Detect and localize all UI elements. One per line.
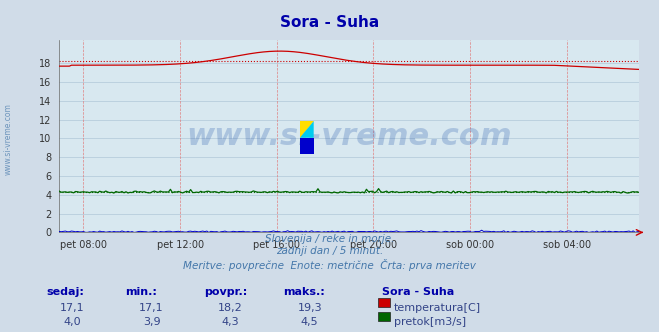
Text: 4,3: 4,3: [222, 317, 239, 327]
Text: temperatura[C]: temperatura[C]: [394, 303, 481, 313]
Bar: [378, 312, 390, 321]
Text: maks.:: maks.:: [283, 287, 325, 297]
Text: Sora - Suha: Sora - Suha: [280, 15, 379, 30]
Text: 17,1: 17,1: [139, 303, 164, 313]
Polygon shape: [300, 138, 314, 154]
Polygon shape: [300, 121, 314, 138]
Text: www.si-vreme.com: www.si-vreme.com: [3, 104, 13, 175]
Text: Meritve: povprečne  Enote: metrične  Črta: prva meritev: Meritve: povprečne Enote: metrične Črta:…: [183, 259, 476, 271]
Text: 17,1: 17,1: [60, 303, 85, 313]
Text: 18,2: 18,2: [218, 303, 243, 313]
Text: Slovenija / reke in morje.: Slovenija / reke in morje.: [265, 234, 394, 244]
Text: 4,5: 4,5: [301, 317, 318, 327]
Text: 4,0: 4,0: [64, 317, 81, 327]
Text: min.:: min.:: [125, 287, 157, 297]
Text: Sora - Suha: Sora - Suha: [382, 287, 455, 297]
Text: zadnji dan / 5 minut.: zadnji dan / 5 minut.: [276, 246, 383, 256]
Text: povpr.:: povpr.:: [204, 287, 248, 297]
Bar: [378, 298, 390, 307]
Text: sedaj:: sedaj:: [46, 287, 84, 297]
Text: 19,3: 19,3: [297, 303, 322, 313]
Polygon shape: [300, 121, 314, 138]
Text: 3,9: 3,9: [143, 317, 160, 327]
Text: www.si-vreme.com: www.si-vreme.com: [186, 122, 512, 151]
Text: pretok[m3/s]: pretok[m3/s]: [394, 317, 466, 327]
